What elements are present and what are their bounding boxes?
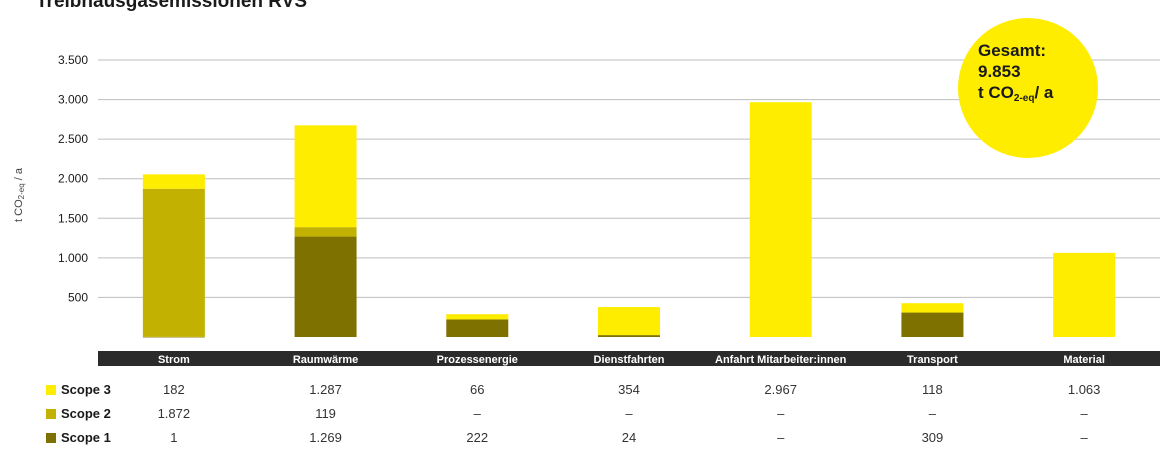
axis-band-rect (98, 353, 1160, 366)
category-axis-band: Strom Raumwärme Prozessenergie Dienstfahrte… (98, 351, 1160, 366)
total-unit: t CO2-eq/ a (978, 82, 1098, 106)
category-label: Transport (907, 354, 958, 366)
category-label: Dienstfahrten (594, 354, 665, 366)
total-unit-subscript: 2-eq (1013, 93, 1035, 104)
total-value: 9.853 (978, 62, 1021, 81)
y-axis-label-subscript: 2-eq (17, 183, 26, 199)
bar-scope-1 (598, 335, 660, 337)
axis-band-top (98, 351, 1160, 353)
bar-scope-3 (294, 125, 357, 228)
y-tick-label: 3.500 (58, 53, 88, 67)
total-badge: Gesamt: 9.853 t CO2-eq/ a (958, 18, 1098, 158)
category-label: Anfahrt Mitarbeiter:innen (715, 354, 847, 366)
bar-scope-1 (901, 312, 964, 337)
bar-scope-1 (142, 336, 205, 338)
category-label: Prozessenergie (437, 354, 518, 366)
bar-scope-2 (294, 227, 357, 237)
y-axis-label-suffix: / a (13, 167, 25, 183)
y-tick-label: 1.500 (58, 211, 88, 225)
total-unit-suffix: / a (1034, 83, 1054, 102)
bar-scope-3 (749, 102, 812, 338)
total-label: Gesamt: (978, 41, 1047, 60)
y-tick-label: 2.500 (58, 132, 88, 146)
category-label: Material (1063, 354, 1105, 366)
y-axis-ticks: 500 1.000 1.500 2.000 2.500 3.000 3.500 (58, 53, 88, 304)
category-label: Strom (158, 354, 190, 366)
y-axis-label: t CO2-eq / a (13, 167, 26, 222)
bar-scope-3 (142, 174, 205, 189)
bar-scope-3 (901, 303, 964, 313)
bars (142, 102, 1116, 338)
total-unit-prefix: t CO (978, 83, 1014, 102)
bar-scope-3 (598, 307, 660, 336)
category-label: Raumwärme (293, 354, 358, 366)
bar-scope-1 (294, 236, 357, 337)
y-tick-label: 1.000 (58, 251, 88, 265)
bar-scope-3 (1053, 252, 1116, 337)
y-axis-label-prefix: t CO (13, 199, 25, 222)
chart-title: Treibhausgasemissionen RVS (36, 0, 308, 12)
y-tick-label: 3.000 (58, 93, 88, 107)
y-tick-label: 500 (68, 290, 88, 304)
bar-scope-1 (446, 319, 509, 337)
bar-scope-2 (142, 188, 205, 337)
y-tick-label: 2.000 (58, 172, 88, 186)
bar-scope-3 (446, 314, 509, 320)
